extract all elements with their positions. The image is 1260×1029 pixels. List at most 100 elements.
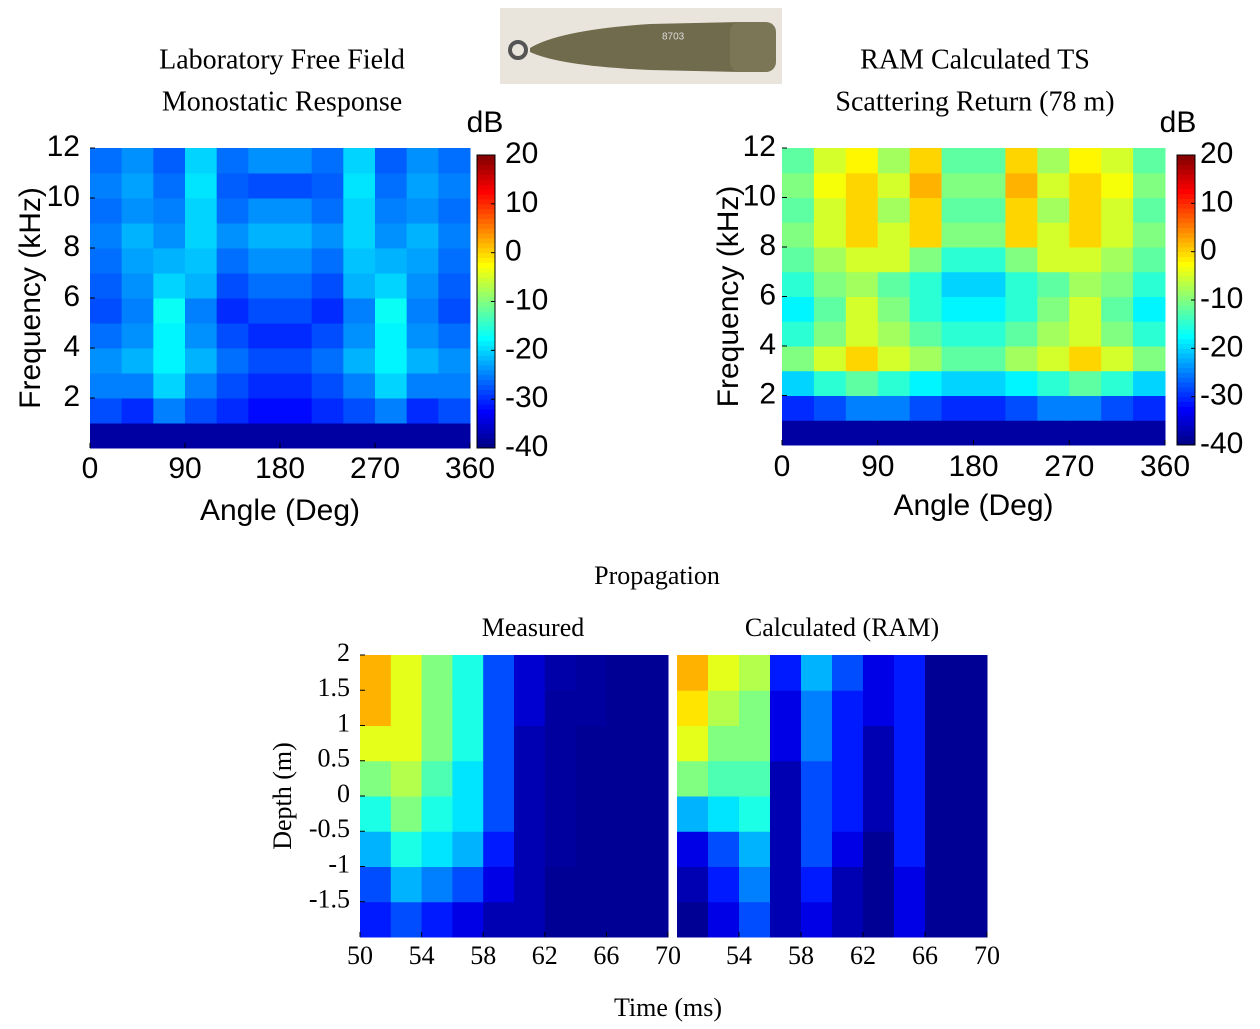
colorbar-step [477,247,495,254]
heatmap-cell [153,423,186,449]
heatmap-cell [845,296,879,322]
heatmap-cell [956,866,988,903]
chart-title: Scattering Return (78 m) [835,86,1114,117]
heatmap-cell [185,373,218,399]
heatmap-cell [637,760,669,797]
photo: 8703 [500,8,782,84]
colorbar-tick-label: -20 [1200,330,1243,363]
heatmap-cell [925,690,957,726]
colorbar-step [1177,179,1195,185]
shell-cap [730,22,776,72]
heatmap-cell [1101,148,1134,174]
heatmap-cell [90,148,123,174]
heatmap-cell [925,901,957,938]
shell-ring [508,40,528,60]
heatmap-cell [770,901,802,938]
heatmap-cell [739,901,771,938]
heatmap-cell [941,148,974,174]
heatmap-cell [941,271,974,297]
colorbar-step [477,404,495,410]
colorbar-step [1177,362,1195,369]
colorbar-step [1177,372,1195,378]
heatmap-cell [941,172,974,198]
colorbar-step [477,418,495,425]
colorbar-step [477,399,495,405]
heatmap-cell [941,197,974,223]
heatmap-cell [438,373,471,399]
heatmap-cell [973,197,1006,223]
heatmap-cell [708,866,740,903]
heatmap-cell [216,148,249,174]
colorbar-step [1177,435,1195,441]
heatmap-cell [514,901,546,938]
heatmap-cell [153,223,186,249]
heatmap-cell [153,198,186,224]
heatmap-cell [185,173,218,199]
heatmap-cell [877,148,911,174]
heatmap-cell [894,796,926,832]
y-tick-label: 2 [759,377,776,410]
heatmap-cell [708,690,740,726]
heatmap-cell [677,725,709,762]
heatmap-cell [406,373,439,399]
colorbar-step [1177,213,1195,219]
heatmap-cell [483,796,515,832]
y-tick-label: 8 [759,229,776,262]
heatmap-cell [153,173,186,199]
colorbar-step [1177,266,1195,272]
colorbar-step [1177,261,1195,267]
colorbar-step [1177,382,1195,388]
colorbar-step [1177,411,1195,417]
colorbar-step [477,262,495,268]
heatmap-cell [153,373,186,399]
heatmap-cell [956,655,988,691]
heatmap-cell [438,248,471,274]
heatmap-cell [1069,395,1102,421]
colorbar-label: dB [467,106,504,139]
heatmap-cell [1037,197,1070,223]
colorbar-step [477,364,495,371]
colorbar-step [1177,420,1195,427]
heatmap-cell [677,655,709,691]
colorbar-step [477,311,495,317]
heatmap-cell [925,760,957,797]
heatmap-cell [863,690,895,726]
heatmap-cell [438,273,471,299]
heatmap-cell [248,323,281,349]
heatmap-cell [894,655,926,691]
heatmap-cell [813,222,847,248]
heatmap-cell [863,725,895,762]
heatmap-cell [375,198,408,224]
x-tick-label: 0 [82,452,99,485]
colorbar-step [477,174,495,180]
heatmap-cell [1133,148,1166,174]
colorbar-step [477,379,495,386]
colorbar-tick-label: 0 [505,235,522,268]
colorbar-step [1177,333,1195,340]
heatmap-cell [606,796,638,832]
heatmap-cell [1037,321,1070,347]
y-tick-label: -1 [328,849,350,878]
colorbar-tick-label: -20 [505,332,548,365]
heatmap-cell [121,148,154,174]
heatmap-cell [483,901,515,938]
colorbar-step [1177,314,1195,320]
colorbar-step [1177,353,1195,359]
heatmap-cell [375,273,408,299]
heatmap-cell [925,796,957,832]
heatmap-cell [514,831,546,867]
colorbar-tick-label: -10 [505,283,548,316]
heatmap-cell [360,760,392,797]
heatmap-cell [248,223,281,249]
heatmap-cell [153,398,186,424]
heatmap-cell [877,172,911,198]
x-tick-label: 360 [1140,450,1190,483]
heatmap-cell [973,395,1006,421]
heatmap-cell [1133,296,1166,322]
heatmap-cell [280,223,313,249]
colorbar-step [1177,440,1195,446]
heatmap-cell [909,395,943,421]
heatmap-cell [121,398,154,424]
heatmap-cell [1037,370,1070,396]
heatmap-cell [90,348,123,374]
